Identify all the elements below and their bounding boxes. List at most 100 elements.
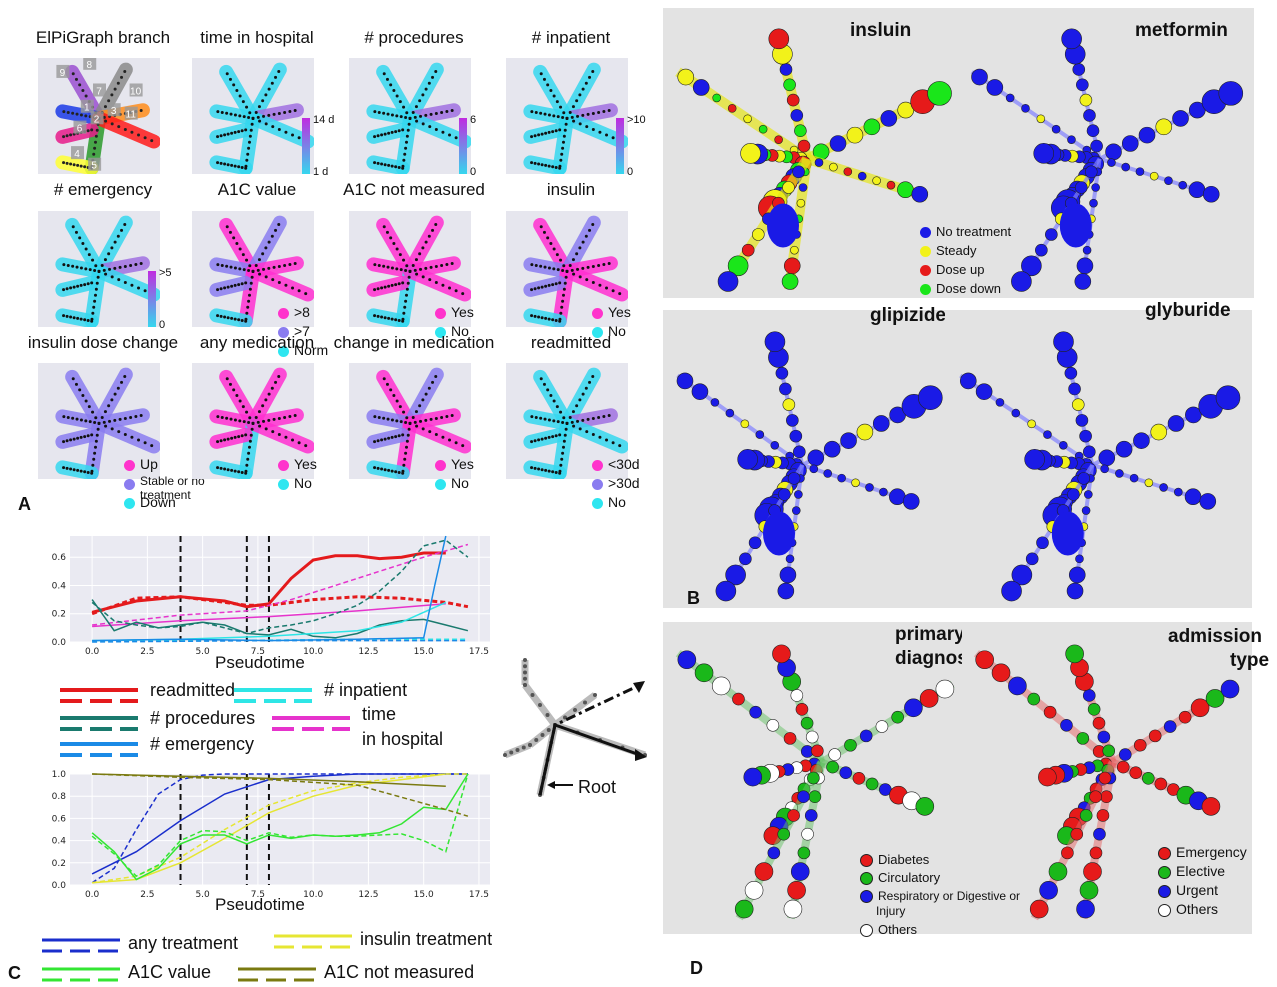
tree-node	[428, 430, 432, 434]
tree-node	[530, 135, 534, 139]
tree-node	[248, 416, 252, 420]
pie-node	[1190, 698, 1210, 718]
pie-node	[734, 899, 754, 919]
tree-node	[219, 134, 223, 138]
pie-node	[1163, 720, 1177, 733]
tree-node	[130, 130, 134, 134]
tree-node	[559, 158, 563, 162]
tree-node	[386, 112, 390, 116]
tree-node	[561, 115, 565, 119]
pie-node	[768, 28, 790, 50]
tree-node	[399, 268, 403, 272]
tree-node	[238, 419, 242, 423]
legend-dot	[860, 924, 873, 938]
tree-node	[397, 471, 401, 475]
pie-node	[725, 408, 735, 418]
y-tick-label: 1.0	[52, 770, 67, 780]
tree-node	[602, 262, 606, 266]
tree-node	[219, 466, 223, 470]
pie-node	[779, 566, 797, 584]
pie-node	[1024, 449, 1045, 470]
pie-node	[1149, 171, 1159, 181]
pie-node	[794, 124, 807, 138]
pie-node	[875, 720, 889, 733]
tree-node	[216, 161, 220, 165]
tree-node	[261, 252, 265, 256]
pie-node	[1045, 228, 1058, 241]
panel-d-letter: D	[690, 958, 703, 978]
tree-node	[143, 289, 147, 293]
legend-swatch	[42, 938, 120, 953]
tree-node	[284, 283, 288, 287]
legend-label: No	[451, 475, 469, 491]
tree-node	[223, 467, 227, 471]
tree-node	[572, 424, 576, 428]
tree-node	[380, 133, 384, 137]
legend-item: Yes	[278, 455, 317, 474]
tree-node	[97, 269, 101, 273]
tree-node	[226, 163, 230, 167]
colorbar	[148, 271, 156, 327]
tree-node	[540, 132, 544, 136]
pie-node	[859, 729, 873, 743]
tree-node	[97, 421, 101, 425]
y-tick-label: 0.6	[52, 553, 67, 563]
tree-node	[408, 421, 412, 425]
tree-node	[571, 410, 575, 414]
tree-node	[523, 670, 527, 675]
tree-node	[551, 318, 555, 322]
tree-node	[402, 311, 406, 315]
tree-node	[549, 393, 553, 397]
tree-node	[397, 129, 401, 133]
tree-node	[605, 133, 609, 137]
tree-node	[238, 267, 242, 271]
pie-node	[772, 644, 791, 664]
legend-dot	[860, 890, 873, 904]
tree-node	[240, 434, 244, 438]
legend-dot	[592, 459, 603, 471]
svg-text:7: 7	[96, 86, 102, 97]
tree-node	[225, 225, 229, 229]
pie-node	[1068, 566, 1086, 584]
pie-node	[1185, 406, 1202, 424]
tree-node	[564, 427, 568, 431]
tree-node	[427, 81, 431, 85]
x-tick-label: 10.0	[303, 647, 323, 657]
tree-node	[102, 420, 106, 424]
tree-node	[404, 293, 408, 297]
legend-dot	[278, 345, 289, 357]
tree-node	[401, 281, 405, 285]
tree-node	[104, 424, 108, 428]
tree-node	[86, 471, 90, 475]
legend-label: in hospital	[362, 729, 444, 749]
tree-node	[563, 433, 567, 437]
tree-node	[581, 418, 585, 422]
panel-d-plot	[962, 622, 1252, 934]
tree-node	[78, 388, 82, 392]
tree-node	[245, 258, 249, 262]
pie-node	[1064, 366, 1078, 380]
svg-text:9: 9	[60, 68, 66, 79]
tree-node	[421, 275, 425, 279]
tree-node	[427, 234, 431, 238]
tree-node	[123, 280, 127, 284]
tree-node	[385, 77, 389, 81]
tree-node	[123, 375, 127, 379]
tree-node	[69, 438, 73, 442]
legend-dot	[435, 459, 446, 471]
pie-node	[1089, 790, 1102, 804]
legend-item: Dose down	[920, 279, 1001, 298]
legend-dot	[124, 459, 135, 471]
tree-node	[547, 283, 551, 287]
tree-node	[533, 466, 537, 470]
tree-node	[404, 299, 408, 303]
tree-node	[591, 111, 595, 115]
tree-node	[523, 683, 527, 687]
root-label: Root	[578, 777, 617, 797]
tree-node	[110, 275, 114, 279]
tree-node	[237, 470, 241, 474]
tree-node	[551, 165, 555, 169]
tree-plot	[523, 367, 628, 479]
tree-node	[123, 264, 127, 268]
pie-node	[787, 881, 806, 900]
